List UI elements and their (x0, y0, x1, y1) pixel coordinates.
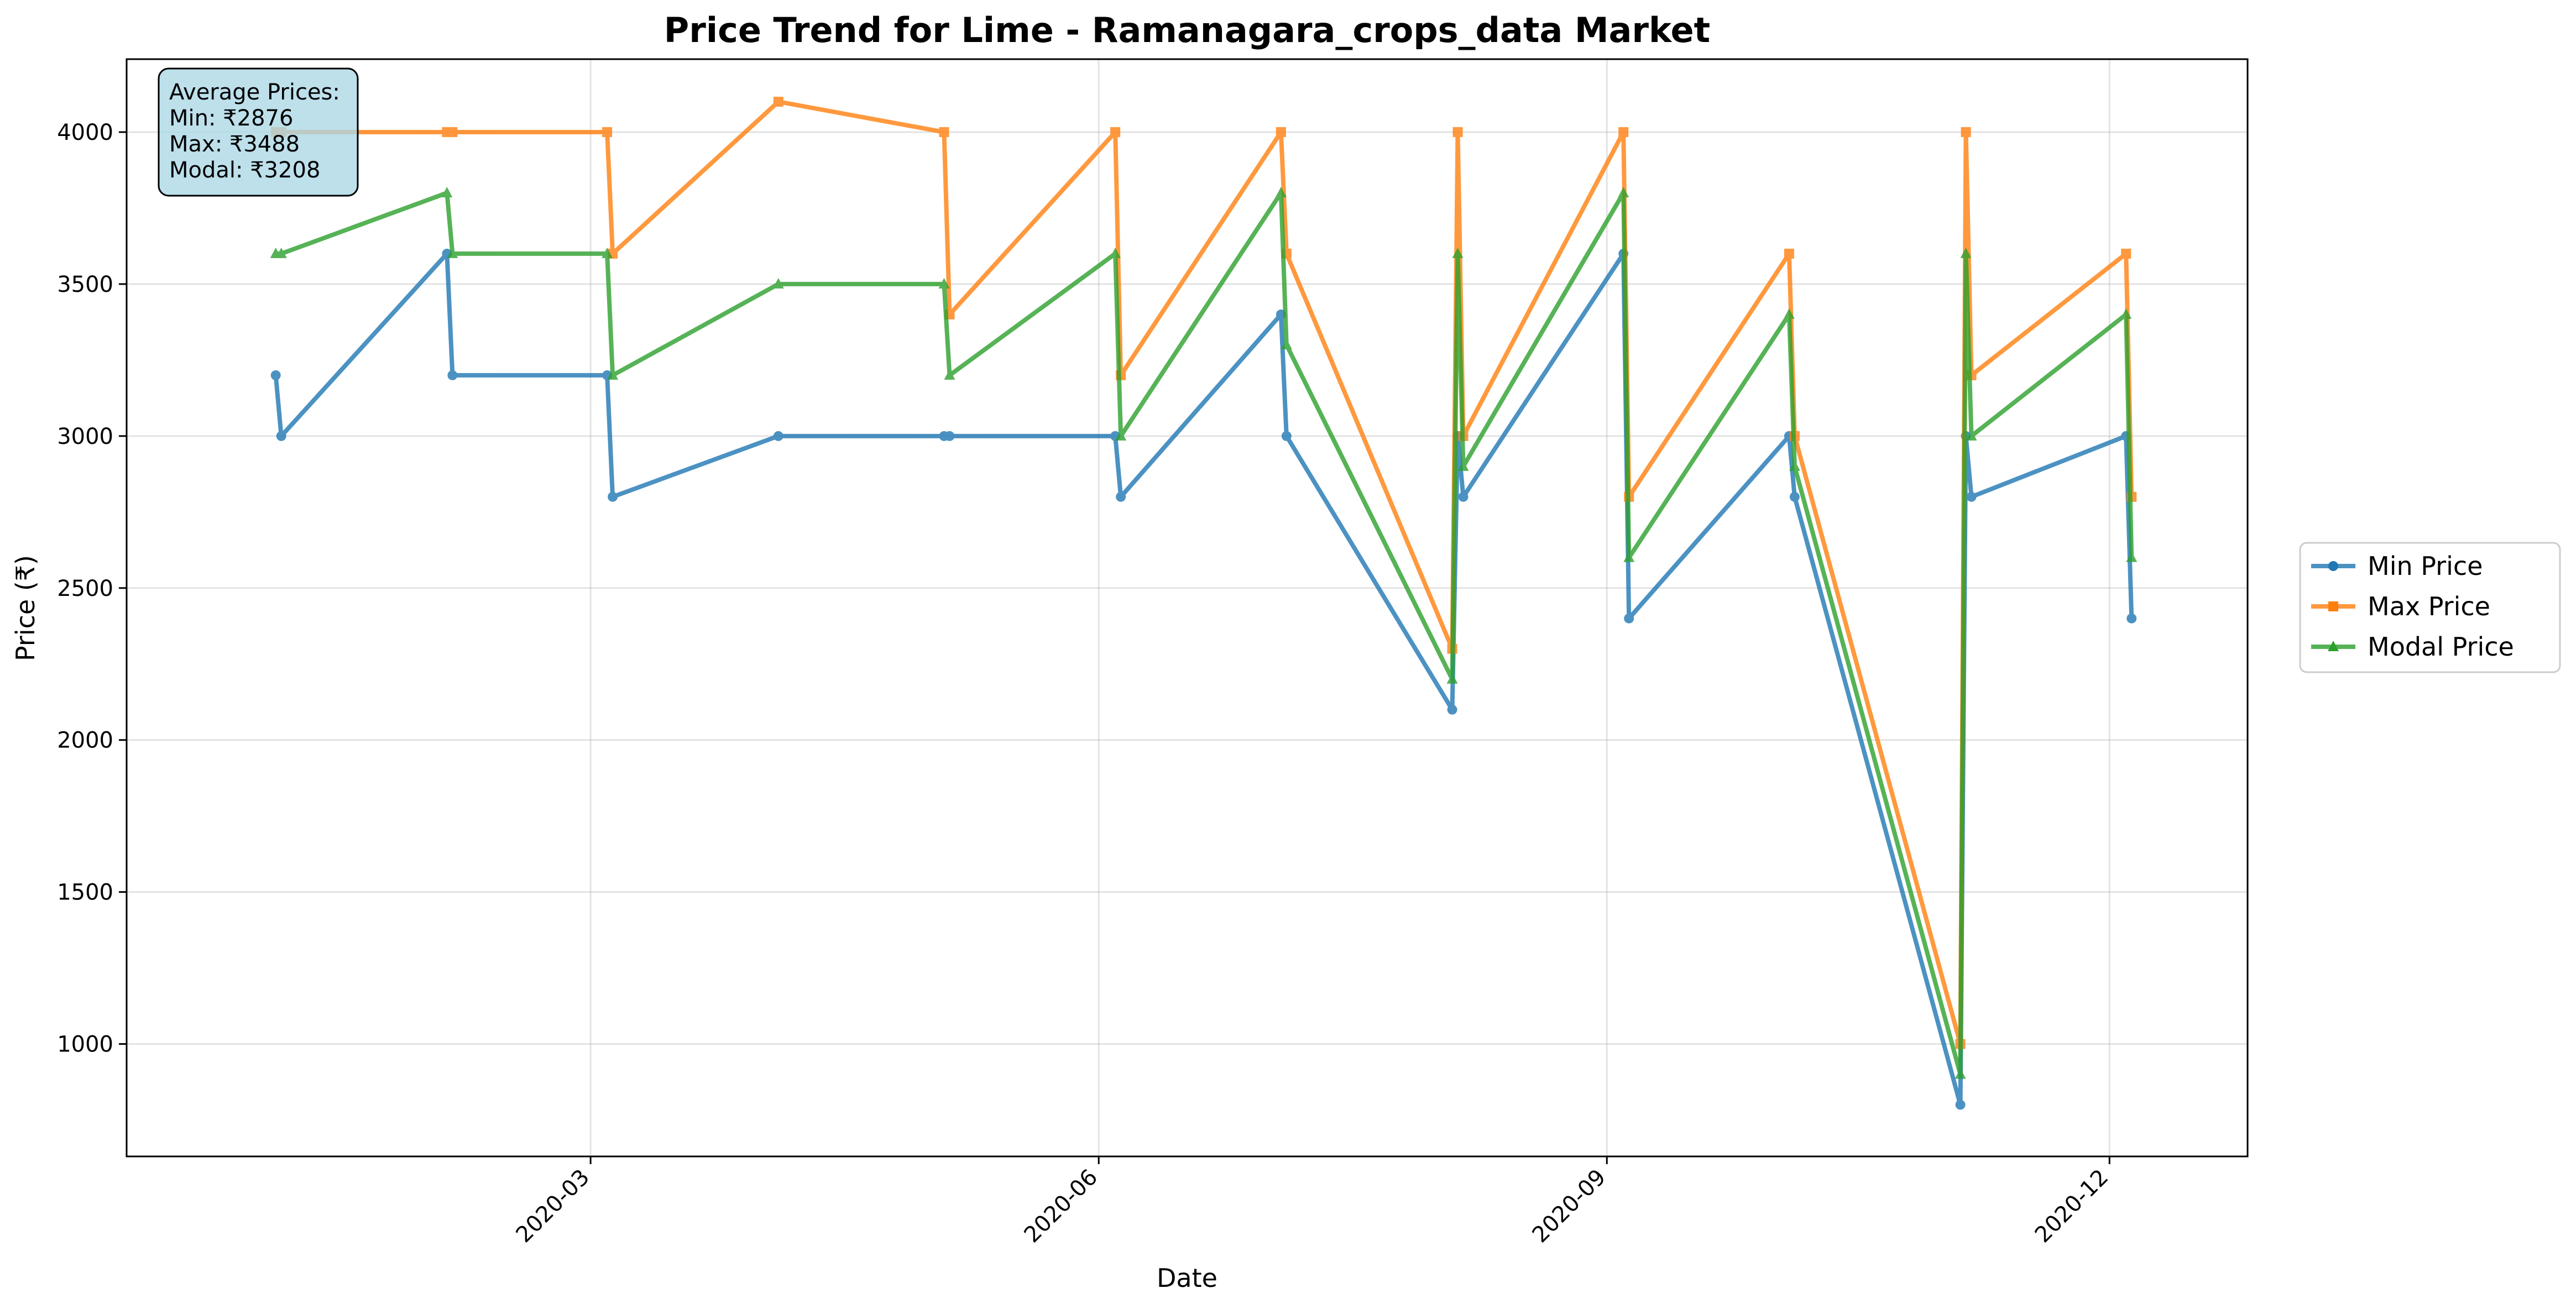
y-axis-label: Price (₹) (11, 555, 40, 661)
legend-box (2299, 542, 2561, 673)
min-price-point (1955, 1099, 1966, 1110)
average-max-price: Max: ₹3488 (169, 132, 300, 157)
modal-price-point (1960, 247, 1972, 258)
x-axis-label: Date (1157, 1263, 1218, 1293)
y-axis: 1000 1500 2000 2500 3000 3500 4000 (57, 120, 127, 1057)
modal-price-point (1966, 430, 1977, 441)
y-tick-label: 2000 (57, 728, 113, 753)
modal-price-point (2126, 551, 2138, 562)
average-modal-price: Modal: ₹3208 (169, 158, 320, 183)
max-price-point (1618, 127, 1629, 137)
chart-title: Price Trend for Lime - Ramanagara_crops_… (664, 10, 1710, 50)
max-price-point (773, 96, 783, 107)
modal-price-point (1452, 247, 1464, 258)
modal-price-point (2120, 308, 2132, 319)
min-price-point (608, 491, 618, 502)
series-layer (270, 96, 2138, 1110)
min-price-point (944, 431, 955, 441)
min-price-point (1624, 613, 1634, 624)
y-tick-label: 3000 (57, 424, 113, 449)
min-price-point (1458, 491, 1469, 502)
modal-price-point (441, 186, 453, 197)
max-price-point (1110, 127, 1121, 137)
max-price-point (602, 127, 613, 137)
plot-area-frame (126, 58, 2249, 1158)
modal-price-point (938, 277, 950, 289)
y-tick-label: 1000 (57, 1032, 113, 1057)
legend-label: Min Price (2368, 551, 2483, 581)
legend-label: Max Price (2368, 591, 2490, 621)
min-price-point (1789, 491, 1800, 502)
legend-marker (2328, 561, 2338, 571)
modal-price-point (772, 277, 784, 289)
min-price-point (2126, 613, 2137, 624)
max-price-point (1452, 127, 1463, 137)
y-tick-label: 4000 (57, 120, 113, 145)
y-tick-label: 2500 (57, 576, 113, 601)
min-price-point (1116, 491, 1126, 502)
average-prices-heading: Average Prices: (169, 80, 340, 105)
modal-price-point (1446, 673, 1458, 684)
max-price-point (1784, 248, 1794, 259)
modal-price-point (1955, 1068, 1966, 1079)
modal-price-point (1110, 247, 1121, 258)
legend: Min Price Max Price Modal Price (2299, 542, 2561, 673)
average-prices-box-bg (158, 67, 359, 197)
modal-price-point (602, 247, 613, 258)
average-prices-box: Average Prices: Min: ₹2876 Max: ₹3488 Mo… (158, 67, 359, 197)
max-price-point (1276, 127, 1286, 137)
modal-price-point (1281, 338, 1292, 349)
legend-marker (2328, 641, 2339, 651)
min-price-point (1966, 491, 1977, 502)
modal-price-point (1618, 186, 1629, 197)
max-price-point (447, 127, 458, 137)
min-price-point (276, 431, 286, 441)
legend-label: Modal Price (2368, 632, 2514, 662)
min-price-point (1447, 704, 1457, 715)
legend-marker (2328, 601, 2338, 611)
legend-item-min-price: Min Price (2311, 551, 2483, 581)
legend-item-modal-price: Modal Price (2311, 632, 2514, 662)
y-tick-label: 3500 (57, 272, 113, 297)
max-price-point (1961, 127, 1971, 137)
min-price-point (773, 431, 783, 441)
min-price-point (270, 370, 281, 380)
y-tick-label: 1500 (57, 880, 113, 905)
modal-price-point (1789, 460, 1800, 471)
modal-price-point (275, 247, 287, 258)
max-price-point (939, 127, 949, 137)
max-price-point (2121, 248, 2131, 259)
min-price-point (447, 370, 458, 380)
modal-price-point (447, 247, 458, 258)
legend-item-max-price: Max Price (2311, 591, 2490, 621)
min-price-point (1281, 431, 1292, 441)
modal-price-point (1457, 460, 1469, 471)
modal-price-point (1783, 308, 1795, 319)
modal-price-point (1623, 551, 1635, 562)
modal-price-point (1275, 186, 1287, 197)
modal-price-series (270, 186, 2138, 1079)
modal-price-point (1115, 430, 1127, 441)
modal-price-point (607, 369, 619, 380)
average-min-price: Min: ₹2876 (169, 106, 293, 131)
modal-price-point (944, 369, 955, 380)
